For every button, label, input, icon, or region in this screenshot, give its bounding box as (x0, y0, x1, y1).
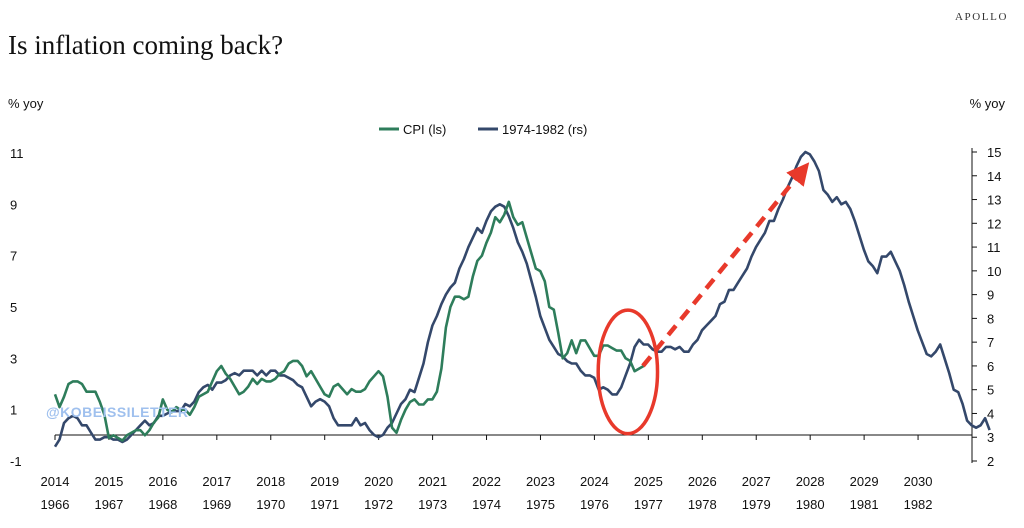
x-tick-label-top: 2020 (364, 474, 393, 489)
right-tick-label: 3 (987, 430, 994, 445)
x-axis-ticks: 2014 1966 2015 1967 2016 1968 2017 1969 2018 1970… (41, 435, 933, 512)
x-tick-label-bottom: 1974 (472, 497, 501, 512)
x-tick-label-bottom: 1979 (742, 497, 771, 512)
left-tick-label: 5 (10, 300, 17, 315)
highlight-ellipse (596, 308, 660, 436)
watermark: @KOBEISSILETTER (46, 404, 189, 420)
x-tick-label-bottom: 1972 (364, 497, 393, 512)
legend-label-1974-1982: 1974-1982 (rs) (502, 122, 587, 137)
right-tick-label: 12 (987, 216, 1001, 231)
right-tick-label: 13 (987, 193, 1001, 208)
right-tick-label: 2 (987, 454, 994, 469)
x-tick-label-top: 2030 (904, 474, 933, 489)
trend-arrow (641, 162, 810, 368)
left-tick-label: 11 (10, 146, 24, 161)
x-tick-label-bottom: 1975 (526, 497, 555, 512)
left-y-axis-ticks: -1 1 3 5 7 9 11 (10, 146, 24, 469)
x-tick-label-bottom: 1969 (202, 497, 231, 512)
x-tick-label-top: 2021 (418, 474, 447, 489)
legend: CPI (ls) 1974-1982 (rs) (379, 122, 587, 137)
right-tick-label: 4 (987, 406, 994, 421)
x-tick-label-top: 2025 (634, 474, 663, 489)
x-tick-label-bottom: 1970 (256, 497, 285, 512)
x-tick-label-top: 2023 (526, 474, 555, 489)
x-tick-label-top: 2017 (202, 474, 231, 489)
right-axis-unit: % yoy (970, 96, 1006, 111)
left-axis-unit: % yoy (8, 96, 44, 111)
right-tick-label: 5 (987, 383, 994, 398)
right-tick-label: 7 (987, 335, 994, 350)
right-tick-label: 15 (987, 145, 1001, 160)
series-line-cpi (53, 200, 645, 442)
x-tick-label-bottom: 1966 (41, 497, 70, 512)
x-tick-label-top: 2022 (472, 474, 501, 489)
legend-label-cpi: CPI (ls) (403, 122, 446, 137)
annotations (596, 162, 810, 436)
left-tick-label: 1 (10, 403, 17, 418)
x-tick-label-top: 2014 (41, 474, 70, 489)
left-tick-label: 7 (10, 249, 17, 264)
right-tick-label: 9 (987, 288, 994, 303)
chart-title: Is inflation coming back? (8, 30, 284, 60)
x-tick-label-top: 2016 (148, 474, 177, 489)
x-tick-label-bottom: 1968 (148, 497, 177, 512)
x-tick-label-bottom: 1971 (310, 497, 339, 512)
x-tick-label-bottom: 1967 (94, 497, 123, 512)
x-tick-label-top: 2029 (850, 474, 879, 489)
right-y-axis-ticks: 2 3 4 5 6 7 8 9 10 11 12 13 14 15 (972, 145, 1001, 469)
x-tick-label-top: 2015 (94, 474, 123, 489)
right-tick-label: 8 (987, 311, 994, 326)
x-tick-label-top: 2018 (256, 474, 285, 489)
x-tick-label-top: 2024 (580, 474, 609, 489)
series (53, 150, 991, 448)
right-tick-label: 11 (987, 240, 1001, 255)
x-tick-label-bottom: 1977 (634, 497, 663, 512)
left-tick-label: -1 (10, 454, 22, 469)
x-tick-label-bottom: 1978 (688, 497, 717, 512)
series-line-1974-1982 (53, 150, 991, 448)
x-tick-label-bottom: 1976 (580, 497, 609, 512)
x-tick-label-top: 2028 (796, 474, 825, 489)
right-tick-label: 6 (987, 359, 994, 374)
left-tick-label: 9 (10, 197, 17, 212)
right-tick-label: 14 (987, 169, 1001, 184)
axes (55, 148, 973, 463)
left-tick-label: 3 (10, 351, 17, 366)
x-tick-label-bottom: 1980 (796, 497, 825, 512)
x-tick-label-top: 2026 (688, 474, 717, 489)
x-tick-label-bottom: 1982 (904, 497, 933, 512)
x-tick-label-bottom: 1973 (418, 497, 447, 512)
brand-logo: APOLLO (955, 11, 1008, 23)
x-tick-label-top: 2019 (310, 474, 339, 489)
x-tick-label-bottom: 1981 (850, 497, 879, 512)
x-tick-label-top: 2027 (742, 474, 771, 489)
right-tick-label: 10 (987, 264, 1001, 279)
